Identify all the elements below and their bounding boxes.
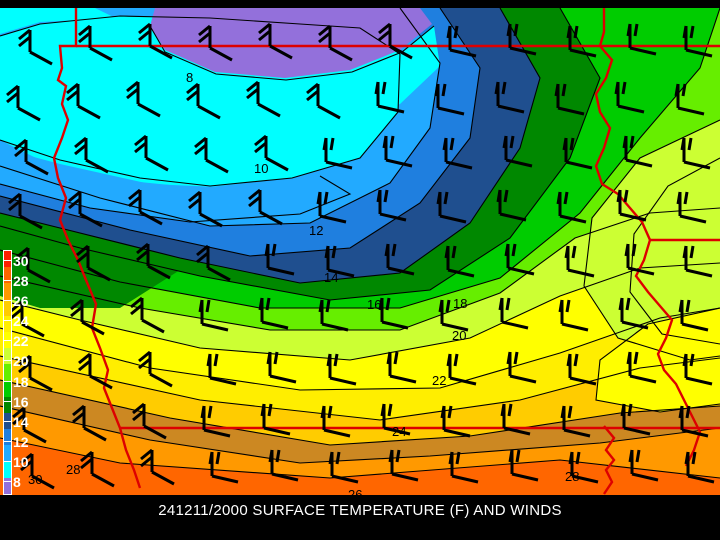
contour-label-10-1: 10 bbox=[254, 161, 269, 176]
map-title: 241211/2000 SURFACE TEMPERATURE (F) AND … bbox=[158, 502, 562, 519]
colorbar-swatch-28 bbox=[4, 283, 11, 300]
contour-label-12-2: 12 bbox=[309, 223, 324, 238]
temperature-fill-layer bbox=[0, 8, 720, 495]
colorbar-swatch-26 bbox=[4, 299, 11, 316]
contour-label-26-9: 26 bbox=[348, 487, 363, 495]
colorbar-swatch-<8 bbox=[4, 477, 11, 494]
contour-label-28-10: 28 bbox=[66, 462, 81, 477]
contour-label-30-11: 30 bbox=[28, 472, 43, 487]
colorbar-swatch-30 bbox=[4, 267, 11, 284]
contour-label-18-5: 18 bbox=[453, 296, 468, 311]
colorbar-swatch-8 bbox=[4, 461, 11, 478]
temperature-map[interactable]: 8 10 12 14 16 18 20 22 24 26 28 30 28 bbox=[0, 8, 720, 495]
top-border bbox=[0, 0, 720, 8]
contour-label-16-4: 16 bbox=[367, 297, 382, 312]
colorbar-swatch-18 bbox=[4, 364, 11, 381]
contour-label-8-0: 8 bbox=[186, 70, 194, 85]
temperature-colorbar[interactable] bbox=[3, 250, 12, 495]
colorbar-swatch-16 bbox=[4, 380, 11, 397]
colorbar-swatch-32+ bbox=[4, 251, 11, 268]
contour-label-20-6: 20 bbox=[452, 328, 467, 343]
colorbar-swatch-12 bbox=[4, 412, 11, 430]
contour-label-24-8: 24 bbox=[392, 424, 407, 439]
contour-label-22-7: 22 bbox=[432, 373, 447, 388]
state-boundary-layer bbox=[52, 8, 720, 495]
colorbar-swatch-10 bbox=[4, 429, 11, 446]
colorbar-swatch-22 bbox=[4, 331, 11, 349]
colorbar-swatch-14 bbox=[4, 396, 11, 413]
map-render-surface bbox=[0, 8, 720, 495]
contour-label-28-12: 28 bbox=[565, 469, 580, 484]
colorbar-swatch-9 bbox=[4, 445, 11, 462]
colorbar-swatch-20 bbox=[4, 348, 11, 365]
colorbar-swatch-24 bbox=[4, 315, 11, 332]
contour-label-14-3: 14 bbox=[324, 270, 339, 285]
footer-bar: 241211/2000 SURFACE TEMPERATURE (F) AND … bbox=[0, 495, 720, 540]
